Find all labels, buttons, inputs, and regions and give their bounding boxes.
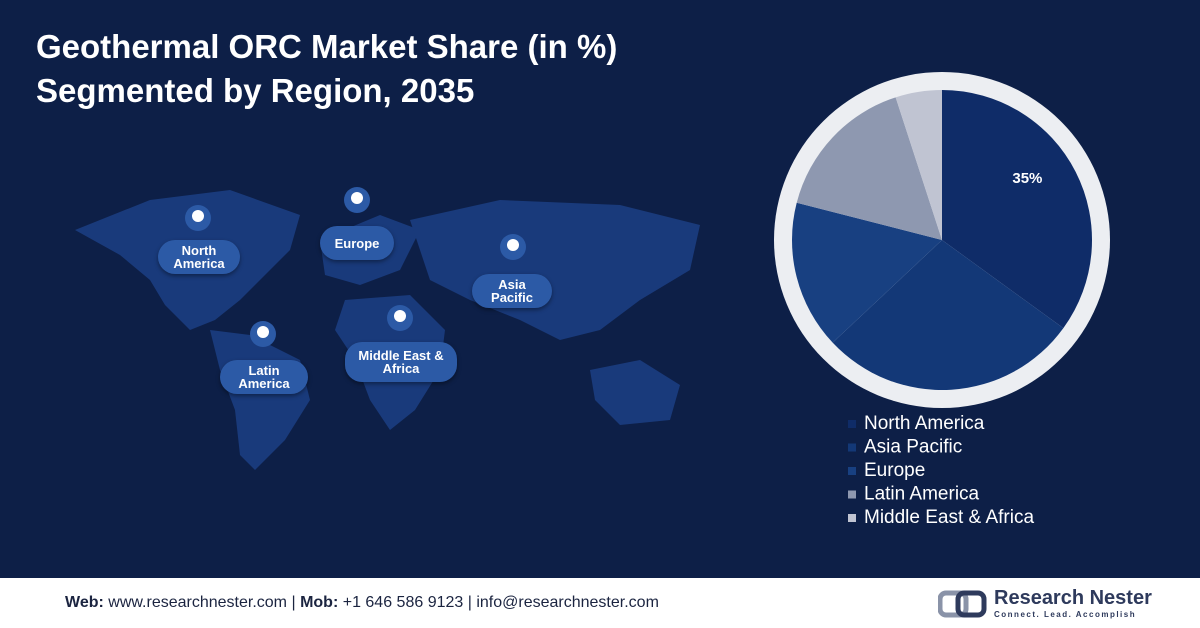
subtitle: Segmented by Region, 2035 bbox=[36, 72, 475, 109]
legend-swatch bbox=[848, 514, 856, 522]
contact: Web: www.researchnester.com | Mob: +1 64… bbox=[65, 594, 659, 612]
brand: Research Nester bbox=[994, 587, 1152, 609]
contact-label: Web: bbox=[65, 594, 104, 611]
contact-value: +1 646 586 9123 bbox=[342, 594, 464, 611]
separator: | bbox=[467, 594, 472, 611]
pie-slice bbox=[792, 202, 942, 343]
legend-label: Asia Pacific bbox=[864, 437, 962, 458]
logo-icon bbox=[938, 590, 987, 618]
contact-label: Mob: bbox=[300, 594, 339, 611]
pie-slice bbox=[796, 97, 942, 240]
legend-swatch bbox=[848, 490, 856, 499]
legend-swatch bbox=[848, 420, 856, 428]
separator: | bbox=[291, 594, 296, 611]
legend-label: Europe bbox=[864, 460, 925, 481]
map-label: Asia Pacific bbox=[472, 274, 552, 308]
pie-slice bbox=[895, 90, 942, 240]
value-label: 35% bbox=[1012, 170, 1042, 187]
legend-label: North America bbox=[864, 413, 985, 434]
title: Geothermal ORC Market Share (in %) bbox=[36, 28, 618, 65]
legend-swatch bbox=[848, 443, 856, 452]
map-label: North America bbox=[158, 240, 240, 274]
legend-label: Latin America bbox=[864, 484, 980, 505]
tagline: Connect. Lead. Accomplish bbox=[994, 610, 1137, 619]
map-label: Latin America bbox=[220, 360, 308, 394]
legend-swatch bbox=[848, 467, 856, 475]
pie-slice bbox=[832, 240, 1064, 390]
map-pin-dots bbox=[192, 192, 519, 338]
map-label: Middle East & Africa bbox=[345, 342, 457, 382]
contact-value: www.researchnester.com bbox=[108, 594, 287, 611]
pie-slice bbox=[942, 90, 1092, 329]
map-label: Europe bbox=[320, 226, 394, 260]
legend-label: Middle East & Africa bbox=[864, 507, 1034, 528]
footer: Web: www.researchnester.com | Mob: +1 64… bbox=[0, 578, 1200, 628]
contact-value: info@researchnester.com bbox=[476, 594, 659, 611]
